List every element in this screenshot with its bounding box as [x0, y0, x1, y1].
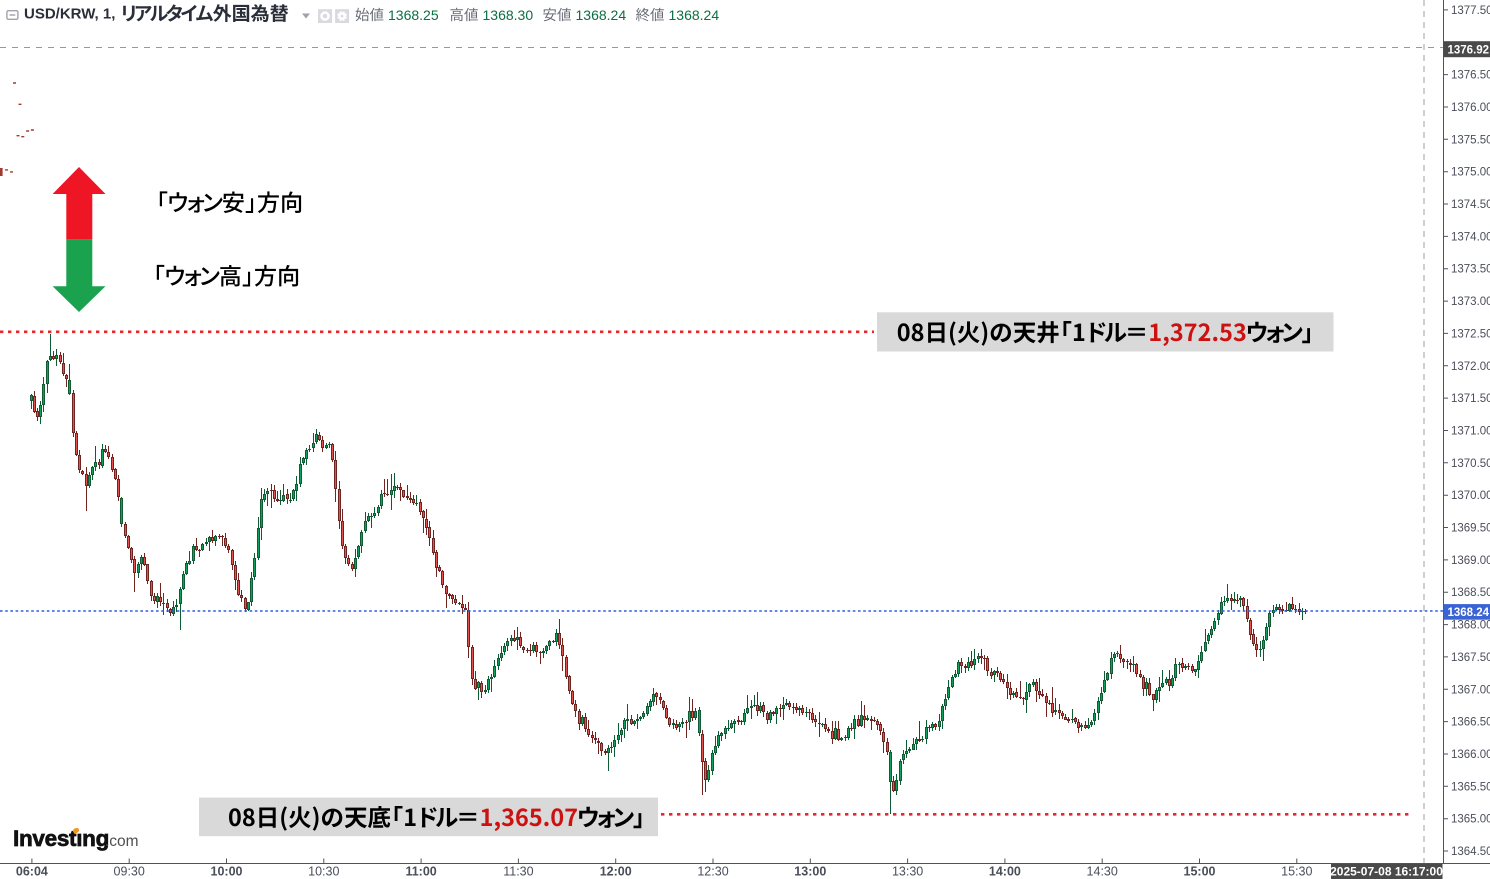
svg-text:1370.00: 1370.00: [1451, 490, 1490, 502]
svg-text:11:30: 11:30: [503, 865, 533, 879]
svg-text:1368.24: 1368.24: [576, 7, 627, 23]
svg-text:.com: .com: [105, 833, 139, 850]
svg-text:1369.00: 1369.00: [1451, 555, 1490, 567]
svg-text:1375.50: 1375.50: [1451, 134, 1490, 146]
svg-text:1373.00: 1373.00: [1451, 296, 1490, 308]
svg-text:15:00: 15:00: [1184, 865, 1216, 879]
svg-text:USD/KRW, 1,: USD/KRW, 1,: [24, 6, 115, 23]
svg-text:1364.50: 1364.50: [1451, 846, 1490, 858]
svg-text:2025-07-08 16:17:00: 2025-07-08 16:17:00: [1330, 865, 1443, 879]
svg-text:1366.50: 1366.50: [1451, 717, 1490, 729]
svg-text:10:00: 10:00: [211, 865, 243, 879]
svg-text:1376.92: 1376.92: [1448, 44, 1490, 56]
svg-text:1368.25: 1368.25: [388, 7, 439, 23]
svg-text:1368.00: 1368.00: [1451, 620, 1490, 632]
svg-text:06:04: 06:04: [16, 865, 48, 879]
svg-text:1365.00: 1365.00: [1451, 814, 1490, 826]
svg-text:09:30: 09:30: [114, 865, 145, 879]
svg-text:12:30: 12:30: [697, 865, 728, 879]
svg-text:1368.24: 1368.24: [1448, 607, 1490, 619]
svg-text:15:30: 15:30: [1281, 865, 1312, 879]
svg-text:1365.50: 1365.50: [1451, 781, 1490, 793]
svg-text:1370.50: 1370.50: [1451, 458, 1490, 470]
svg-text:1374.50: 1374.50: [1451, 199, 1490, 211]
svg-text:1367.50: 1367.50: [1451, 652, 1490, 664]
svg-text:1368.30: 1368.30: [483, 7, 534, 23]
svg-text:1377.50: 1377.50: [1451, 5, 1490, 17]
svg-text:1375.00: 1375.00: [1451, 167, 1490, 179]
svg-text:1372.50: 1372.50: [1451, 328, 1490, 340]
svg-text:1373.50: 1373.50: [1451, 264, 1490, 276]
svg-text:Investıng: Investıng: [13, 826, 109, 851]
svg-text:1368.50: 1368.50: [1451, 587, 1490, 599]
svg-text:1374.00: 1374.00: [1451, 231, 1490, 243]
svg-text:13:30: 13:30: [892, 865, 923, 879]
svg-text:1372.00: 1372.00: [1451, 361, 1490, 373]
svg-text:14:30: 14:30: [1087, 865, 1118, 879]
svg-text:10:30: 10:30: [308, 865, 339, 879]
svg-text:1376.50: 1376.50: [1451, 70, 1490, 82]
svg-text:1371.50: 1371.50: [1451, 393, 1490, 405]
svg-text:1376.00: 1376.00: [1451, 102, 1490, 114]
svg-text:14:00: 14:00: [989, 865, 1021, 879]
svg-text:1371.00: 1371.00: [1451, 426, 1490, 438]
svg-text:12:00: 12:00: [600, 865, 632, 879]
svg-text:1368.24: 1368.24: [669, 7, 720, 23]
svg-text:13:00: 13:00: [794, 865, 826, 879]
svg-text:1367.00: 1367.00: [1451, 684, 1490, 696]
svg-text:1366.00: 1366.00: [1451, 749, 1490, 761]
svg-text:1369.50: 1369.50: [1451, 523, 1490, 535]
svg-text:11:00: 11:00: [405, 865, 436, 879]
